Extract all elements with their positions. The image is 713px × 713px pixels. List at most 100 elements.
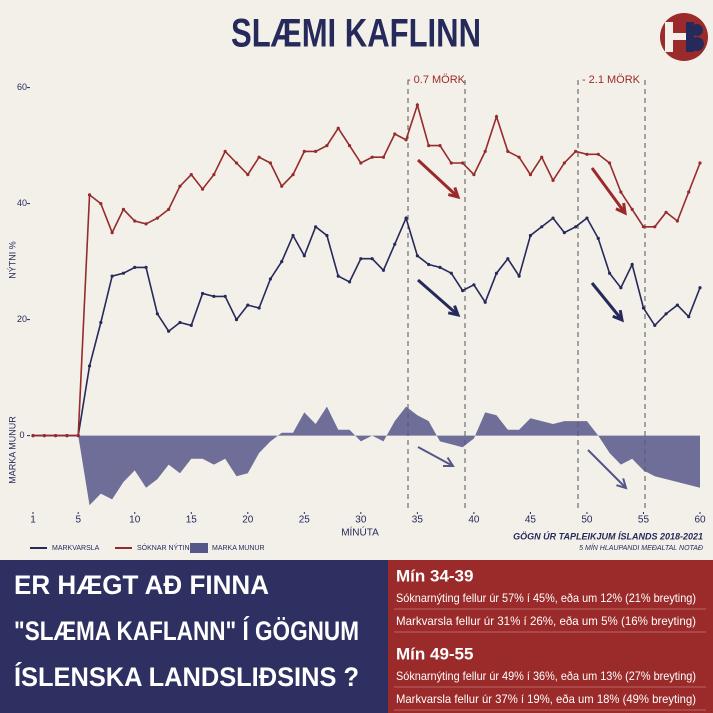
point bbox=[246, 173, 250, 177]
point bbox=[641, 225, 646, 229]
findings-panel bbox=[388, 560, 713, 713]
section-line: Markvarsla fellur úr 37% í 19%, eða um 1… bbox=[396, 692, 696, 706]
point bbox=[200, 187, 205, 191]
point bbox=[393, 132, 397, 136]
annotation: - 2.1 MÖRK bbox=[582, 74, 641, 86]
point bbox=[607, 271, 612, 275]
point bbox=[427, 262, 431, 267]
x-tick-label: 25 bbox=[299, 515, 311, 526]
point bbox=[460, 161, 465, 165]
point bbox=[472, 283, 476, 287]
logo bbox=[660, 13, 708, 61]
point bbox=[314, 149, 318, 153]
point bbox=[562, 161, 566, 165]
arrow-head bbox=[447, 187, 461, 200]
point bbox=[42, 434, 46, 438]
point bbox=[528, 233, 533, 238]
x-tick-label: 30 bbox=[355, 515, 367, 526]
point bbox=[121, 207, 126, 211]
section-line: Sóknarnýting fellur úr 57% í 45%, eða um… bbox=[396, 591, 696, 605]
point bbox=[200, 291, 205, 296]
point bbox=[381, 155, 386, 159]
line bbox=[33, 102, 701, 437]
point bbox=[223, 294, 227, 298]
point bbox=[370, 155, 374, 159]
point bbox=[483, 300, 487, 304]
legend-label: MARKVARSLA bbox=[52, 545, 100, 552]
point bbox=[223, 149, 227, 153]
point bbox=[687, 315, 691, 319]
arrow-head bbox=[615, 202, 627, 216]
point bbox=[110, 274, 114, 278]
point bbox=[404, 216, 408, 220]
point bbox=[664, 312, 668, 316]
point bbox=[540, 225, 544, 229]
point bbox=[133, 265, 137, 269]
point bbox=[178, 184, 182, 188]
point bbox=[415, 254, 419, 258]
point bbox=[472, 173, 476, 177]
point bbox=[325, 233, 329, 238]
legend: MARKVARSLA SÓKNAR NÝTING MARKA MUNUR bbox=[30, 543, 265, 553]
source-note: 5 MÍN HLAUPANDI MEÐALTAL NOTAÐ bbox=[579, 543, 703, 552]
point bbox=[54, 434, 58, 438]
point bbox=[133, 219, 137, 223]
x-tick-label: 50 bbox=[581, 515, 593, 526]
y-axis-title-lower: MARKA MUNUR bbox=[7, 416, 17, 484]
point bbox=[596, 236, 600, 240]
point bbox=[246, 303, 250, 307]
x-tick-label: 55 bbox=[638, 515, 650, 526]
arrow bbox=[590, 167, 627, 214]
question-panel bbox=[0, 560, 388, 713]
point bbox=[483, 149, 487, 153]
point bbox=[641, 306, 646, 310]
point bbox=[144, 265, 148, 269]
question-line: ÍSLENSKA LANDSLIÐSINS ? bbox=[14, 661, 359, 692]
point bbox=[506, 149, 510, 153]
x-tick-label: 35 bbox=[412, 515, 424, 526]
y-tick-label: 60 bbox=[17, 82, 27, 92]
point bbox=[427, 144, 431, 148]
point bbox=[189, 323, 193, 327]
point bbox=[494, 115, 499, 119]
point bbox=[630, 262, 634, 267]
y-tick-label: 20 bbox=[17, 314, 27, 324]
x-tick-label: 15 bbox=[186, 515, 198, 526]
point bbox=[574, 225, 578, 229]
point bbox=[438, 265, 442, 269]
point bbox=[585, 152, 589, 156]
arrow bbox=[417, 446, 454, 467]
point bbox=[506, 257, 510, 261]
arrow-head bbox=[442, 457, 455, 468]
point bbox=[280, 260, 284, 264]
point bbox=[302, 149, 306, 153]
point bbox=[178, 320, 182, 325]
source: GÖGN ÚR TAPLEIKJUM ÍSLANDS 2018-2021 bbox=[513, 530, 703, 541]
point bbox=[314, 225, 318, 229]
point bbox=[87, 364, 92, 368]
arrows bbox=[416, 158, 628, 490]
point bbox=[619, 190, 623, 194]
point bbox=[31, 434, 35, 438]
point bbox=[121, 271, 126, 275]
point bbox=[257, 155, 261, 159]
point bbox=[359, 161, 363, 165]
point bbox=[167, 329, 171, 333]
point bbox=[551, 216, 555, 220]
point bbox=[155, 216, 159, 220]
point bbox=[698, 161, 702, 165]
point bbox=[257, 306, 261, 310]
point bbox=[393, 242, 397, 246]
point bbox=[404, 138, 408, 142]
section-heading: Mín 49-55 bbox=[396, 644, 473, 663]
point bbox=[76, 434, 80, 438]
point bbox=[347, 280, 352, 284]
arrow-head bbox=[612, 309, 624, 323]
line bbox=[33, 215, 701, 437]
x-axis-title: MÍNÚTA bbox=[341, 526, 379, 539]
point bbox=[234, 318, 239, 322]
point bbox=[494, 271, 499, 275]
x-tick-label: 60 bbox=[694, 515, 706, 526]
